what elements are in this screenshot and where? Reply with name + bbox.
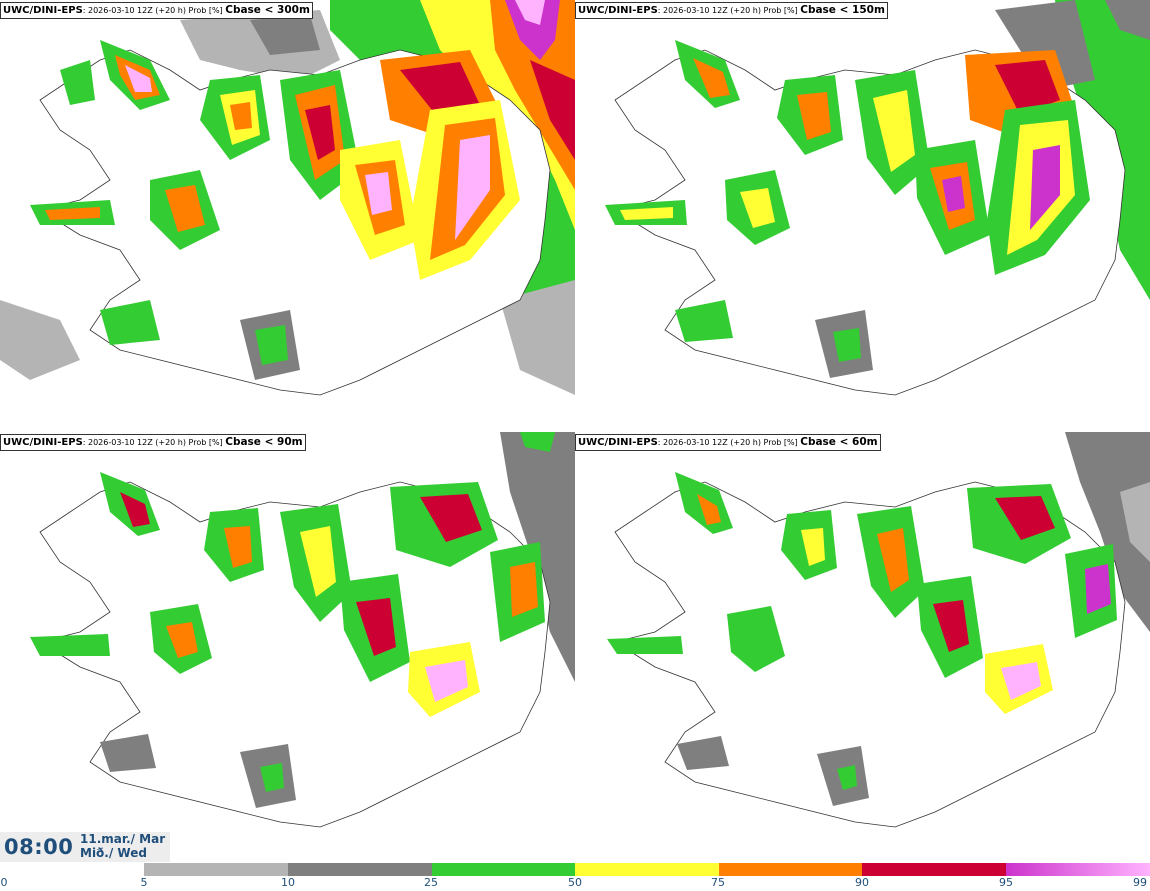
valid-time: 08:00 <box>4 835 74 859</box>
iceland-probability-map <box>605 0 1150 396</box>
colorbar-tick: 75 <box>711 876 725 889</box>
colorbar-tick: 95 <box>999 876 1013 889</box>
map-panel-1: UWC/DINI-EPS: 2026-03-10 12Z (+20 h) Pro… <box>0 0 575 432</box>
colorbar-segment <box>862 863 1006 876</box>
colorbar-segment <box>144 863 288 876</box>
colorbar-tick: 10 <box>281 876 295 889</box>
colorbar-tick: 25 <box>424 876 438 889</box>
colorbar-segment <box>575 863 719 876</box>
colorbar-tick: 90 <box>855 876 869 889</box>
iceland-probability-map <box>30 432 575 828</box>
panel-title: UWC/DINI-EPS: 2026-03-10 12Z (+20 h) Pro… <box>0 434 306 451</box>
map-panel-4: UWC/DINI-EPS: 2026-03-10 12Z (+20 h) Pro… <box>575 432 1150 864</box>
colorbar-tick: 50 <box>568 876 582 889</box>
colorbar <box>144 863 1150 876</box>
colorbar-tick: 99 <box>1133 876 1147 889</box>
panel-title: UWC/DINI-EPS: 2026-03-10 12Z (+20 h) Pro… <box>0 2 313 19</box>
valid-weekday: Mið./ Wed <box>80 846 147 860</box>
colorbar-tick: 5 <box>140 876 148 889</box>
panel-title: UWC/DINI-EPS: 2026-03-10 12Z (+20 h) Pro… <box>575 2 888 19</box>
map-panel-2: UWC/DINI-EPS: 2026-03-10 12Z (+20 h) Pro… <box>575 0 1150 432</box>
colorbar-segment <box>288 863 432 876</box>
valid-time-box: 08:00 11.mar./ Mar Mið./ Wed <box>0 832 170 862</box>
iceland-probability-map <box>607 432 1150 828</box>
colorbar-segment <box>432 863 575 876</box>
colorbar-tick: 0 <box>0 876 8 889</box>
map-panel-3: UWC/DINI-EPS: 2026-03-10 12Z (+20 h) Pro… <box>0 432 575 864</box>
colorbar-segment <box>1006 863 1150 876</box>
panel-title: UWC/DINI-EPS: 2026-03-10 12Z (+20 h) Pro… <box>575 434 881 451</box>
colorbar-segment <box>719 863 862 876</box>
iceland-probability-map <box>0 0 575 396</box>
valid-date: 11.mar./ Mar <box>80 832 166 846</box>
